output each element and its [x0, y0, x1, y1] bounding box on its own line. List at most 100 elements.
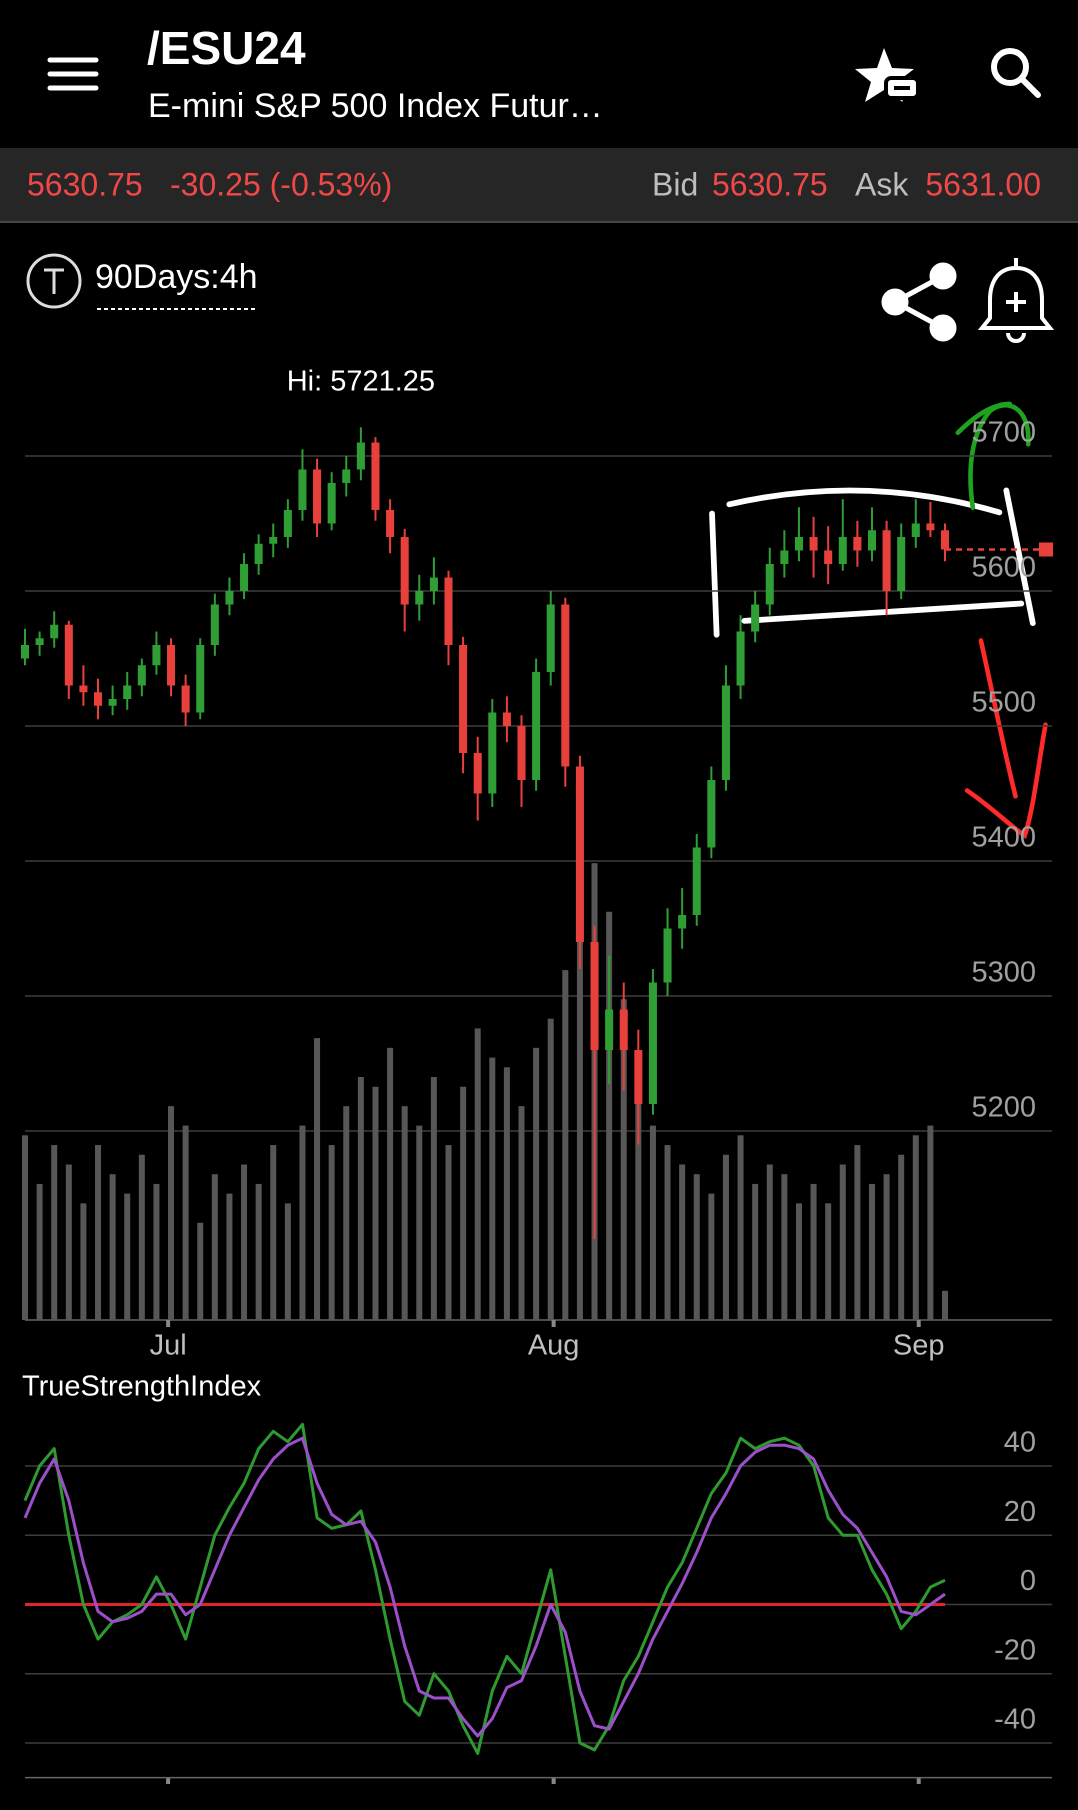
candle-body — [210, 604, 219, 645]
candle-body — [897, 537, 906, 591]
volume-bar — [533, 1047, 540, 1320]
bid-label: Bid — [652, 166, 698, 202]
high-annotation: Hi: 5721.25 — [287, 366, 435, 398]
candle-body — [648, 982, 657, 1104]
volume-bar — [942, 1290, 948, 1320]
volume-bar — [22, 1135, 28, 1320]
candle-body — [327, 483, 336, 524]
volume-bar — [284, 1203, 291, 1320]
volume-bar — [708, 1193, 715, 1320]
candle-body — [123, 685, 132, 699]
volume-bar — [606, 911, 613, 1320]
y-tick-label: 5300 — [971, 957, 1036, 989]
candle-body — [196, 645, 205, 713]
candle-body — [502, 712, 511, 726]
volume-bar — [445, 1145, 452, 1320]
candle-body — [940, 530, 950, 550]
watchlist-button[interactable] — [855, 48, 920, 102]
y-tick-label: 5400 — [971, 822, 1036, 854]
candle-body — [79, 685, 88, 693]
tsi-line — [23, 1422, 946, 1755]
volume-bar — [883, 1174, 890, 1320]
volume-bar — [138, 1154, 145, 1320]
price-change: -30.25 (-0.53%) — [170, 166, 392, 202]
x-tick-label: Sep — [893, 1330, 945, 1362]
volume-bar — [197, 1222, 204, 1320]
volume-bar — [343, 1106, 350, 1320]
candle-body — [181, 685, 190, 713]
candle-body — [765, 564, 774, 605]
y-tick-label: -20 — [994, 1634, 1036, 1666]
candle-body — [35, 638, 44, 645]
candle-body — [532, 672, 541, 780]
y-tick-label: 5500 — [971, 687, 1036, 719]
candle-body — [444, 577, 453, 645]
volume-bar — [80, 1203, 87, 1320]
volume-bar — [65, 1164, 72, 1320]
y-tick-label: -40 — [994, 1704, 1036, 1736]
volume-bar — [649, 1125, 656, 1320]
candle-body — [429, 577, 438, 591]
volume-bar — [489, 1057, 496, 1320]
volume-bar — [124, 1193, 131, 1320]
candle-body — [240, 564, 249, 591]
y-tick-label: 40 — [1004, 1427, 1036, 1459]
volume-bar — [766, 1164, 773, 1320]
candle-body — [415, 591, 424, 605]
candle-body — [20, 645, 30, 659]
volume-bar — [328, 1145, 335, 1320]
volume-bar — [795, 1203, 802, 1320]
candle-body — [561, 604, 570, 767]
volume-bar — [912, 1135, 919, 1320]
volume-bar — [664, 1145, 671, 1320]
x-tick-label: Jul — [150, 1330, 187, 1362]
study-button[interactable] — [26, 253, 82, 309]
volume-bar — [314, 1038, 321, 1320]
candle-body — [283, 510, 292, 537]
candle-body — [517, 726, 526, 780]
volume-bar — [95, 1145, 102, 1320]
drawings — [709, 401, 1048, 839]
candle-body — [794, 537, 803, 551]
volume-bar — [679, 1164, 686, 1320]
search-button[interactable] — [991, 48, 1041, 98]
volume-bar — [752, 1183, 759, 1320]
menu-button[interactable] — [47, 57, 99, 91]
candle-body — [386, 510, 395, 537]
volume-bar — [401, 1106, 408, 1320]
share-button[interactable] — [881, 262, 957, 342]
alert-button[interactable] — [977, 258, 1055, 343]
volume-bar — [241, 1164, 248, 1320]
volume-bar — [270, 1145, 277, 1320]
x-tick-label: Aug — [528, 1330, 580, 1362]
candle-body — [809, 537, 818, 551]
candle-body — [269, 537, 278, 544]
volume-bar — [168, 1106, 175, 1320]
volume-bar — [576, 931, 583, 1320]
volume-bar — [226, 1193, 233, 1320]
quote-bar — [0, 148, 1078, 222]
volume-bar — [854, 1145, 861, 1320]
period-selector[interactable]: 90Days:4h — [95, 258, 258, 296]
ask-price: 5631.00 — [925, 166, 1041, 202]
volume-bar — [825, 1203, 832, 1320]
volume-bar — [460, 1086, 467, 1320]
candle-body — [575, 766, 584, 942]
candle-body — [634, 1050, 643, 1104]
candle-body — [313, 469, 322, 524]
volume-bar — [547, 1018, 554, 1320]
candle-body — [459, 645, 468, 753]
candle-body — [225, 591, 234, 605]
candle-body — [619, 1009, 628, 1050]
plots: 5200 5300 5400 5500 5600 5700 Jul Aug Sep Hi: 572… — [20, 366, 1053, 1784]
candle-body — [488, 712, 497, 794]
candle-body — [298, 469, 307, 510]
candle-body — [546, 604, 555, 672]
volume-bar — [503, 1067, 510, 1320]
candle-body — [926, 523, 935, 531]
volume-bar — [109, 1174, 116, 1320]
candle-body — [254, 543, 263, 564]
volume-bar — [387, 1047, 394, 1320]
candle-body — [736, 631, 745, 686]
volume-bar — [868, 1183, 875, 1320]
